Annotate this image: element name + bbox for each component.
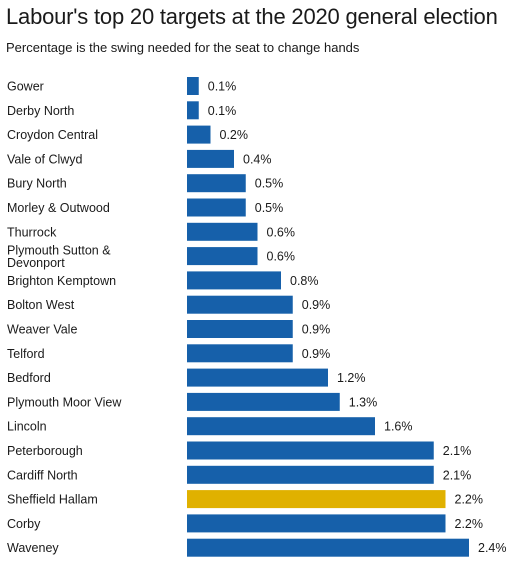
value-label-brighton-kemptown: 0.8%	[290, 274, 319, 288]
bar-thurrock	[187, 222, 258, 241]
category-label-derby-north: Derby North	[7, 104, 74, 118]
bar-lincoln	[187, 417, 375, 436]
bar-morley-and-outwood	[187, 198, 246, 217]
category-label-thurrock: Thurrock	[7, 225, 57, 239]
bar-weaver-vale	[187, 320, 293, 338]
value-label-telford: 0.9%	[302, 347, 331, 361]
chart-title: Labour's top 20 targets at the 2020 gene…	[6, 4, 498, 29]
category-label-sheffield-hallam: Sheffield Hallam	[7, 493, 98, 507]
category-label-bolton-west: Bolton West	[7, 298, 75, 312]
value-label-bolton-west: 0.9%	[302, 298, 331, 312]
bar-derby-north	[187, 101, 199, 120]
category-label-cardiff-north: Cardiff North	[7, 468, 78, 482]
category-label-plymouth-moor-view: Plymouth Moor View	[7, 395, 122, 409]
category-label-gower: Gower	[7, 80, 44, 94]
bar-vale-of-clwyd	[187, 149, 234, 168]
value-label-plymouth-sutton-and-devonport: 0.6%	[267, 250, 296, 264]
category-label-morley-and-outwood: Morley & Outwood	[7, 201, 110, 215]
value-label-peterborough: 2.1%	[443, 444, 472, 458]
value-label-cardiff-north: 2.1%	[443, 468, 472, 482]
value-label-bury-north: 0.5%	[255, 177, 284, 191]
bar-telford	[187, 344, 293, 363]
value-label-croydon-central: 0.2%	[220, 128, 249, 142]
value-label-waveney: 2.4%	[478, 541, 507, 555]
bar-cardiff-north	[187, 465, 434, 484]
category-label-corby: Corby	[7, 517, 41, 531]
bar-corby	[187, 514, 446, 533]
category-label-telford: Telford	[7, 347, 45, 361]
category-label-weaver-vale: Weaver Vale	[7, 323, 77, 337]
bar-bedford	[187, 368, 328, 387]
category-label-bury-north: Bury North	[7, 177, 67, 191]
value-label-derby-north: 0.1%	[208, 104, 237, 118]
value-label-gower: 0.1%	[208, 80, 237, 94]
category-label-plymouth-sutton-and-devonport: Plymouth Sutton & Devonport	[7, 243, 111, 270]
value-label-plymouth-moor-view: 1.3%	[349, 395, 378, 409]
value-label-lincoln: 1.6%	[384, 420, 413, 434]
bar-waveney	[187, 538, 469, 557]
category-label-croydon-central: Croydon Central	[7, 128, 98, 142]
value-label-weaver-vale: 0.9%	[302, 323, 331, 337]
value-label-corby: 2.2%	[455, 517, 484, 531]
value-label-thurrock: 0.6%	[267, 225, 296, 239]
value-label-vale-of-clwyd: 0.4%	[243, 152, 272, 166]
bar-gower	[187, 77, 199, 95]
category-label-lincoln: Lincoln	[7, 420, 47, 434]
bar-croydon-central	[187, 125, 211, 144]
value-label-sheffield-hallam: 2.2%	[455, 493, 484, 507]
value-label-morley-and-outwood: 0.5%	[255, 201, 284, 215]
category-label-vale-of-clwyd: Vale of Clwyd	[7, 152, 83, 166]
category-label-brighton-kemptown: Brighton Kemptown	[7, 274, 116, 288]
category-label-waveney: Waveney	[7, 541, 59, 555]
bar-plymouth-moor-view	[187, 392, 340, 411]
chart-subtitle: Percentage is the swing needed for the s…	[6, 40, 360, 55]
bar-plymouth-sutton-and-devonport	[187, 247, 258, 266]
bar-bury-north	[187, 174, 246, 193]
bar-bolton-west	[187, 295, 293, 314]
value-label-bedford: 1.2%	[337, 371, 366, 385]
bar-peterborough	[187, 441, 434, 460]
bar-sheffield-hallam	[187, 490, 446, 509]
category-label-bedford: Bedford	[7, 371, 51, 385]
category-label-peterborough: Peterborough	[7, 444, 83, 458]
bar-brighton-kemptown	[187, 271, 281, 290]
